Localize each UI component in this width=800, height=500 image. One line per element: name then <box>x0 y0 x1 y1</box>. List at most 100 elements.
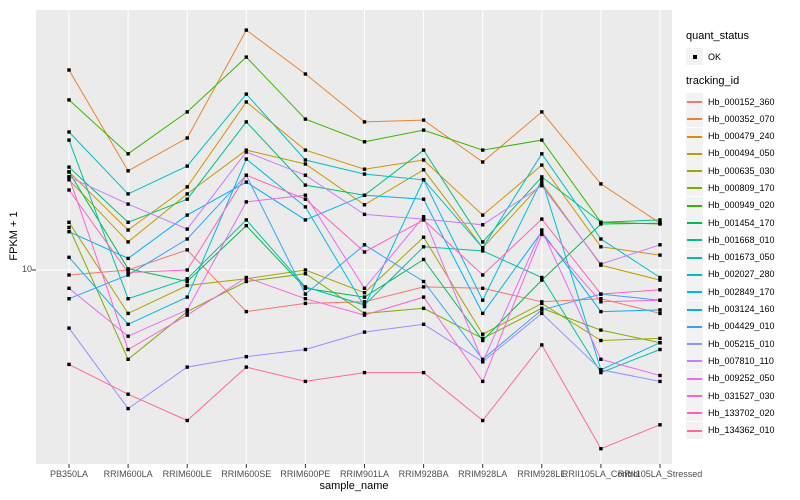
data-point <box>244 148 248 152</box>
data-point <box>244 157 248 161</box>
data-point <box>540 178 544 182</box>
data-point <box>540 152 544 156</box>
data-point <box>67 286 71 290</box>
data-point <box>67 255 71 259</box>
data-point <box>540 232 544 237</box>
legend-key-line-icon <box>686 335 703 353</box>
data-point <box>421 128 426 132</box>
data-point <box>67 230 71 234</box>
legend-item-label: Hb_031527_030 <box>708 390 775 401</box>
data-point <box>67 273 71 277</box>
data-point <box>244 309 248 314</box>
data-point <box>67 220 71 224</box>
data-point <box>481 240 485 244</box>
data-point <box>481 160 485 164</box>
data-point <box>303 347 308 352</box>
data-point <box>244 28 248 32</box>
legend-item-label: Hb_005215_010 <box>708 338 775 349</box>
data-point <box>67 98 71 102</box>
ok-point-key-icon <box>686 48 703 65</box>
data-point <box>658 253 662 257</box>
data-point <box>481 336 485 341</box>
legend-item-label: Hb_000635_030 <box>708 165 775 176</box>
data-point <box>67 225 71 230</box>
data-point <box>185 268 189 272</box>
legend-item-label: Hb_000494_050 <box>708 148 775 159</box>
legend-tracking-items: Hb_000152_360 Hb_000352_070 Hb_000479_240 H… <box>686 93 798 439</box>
legend-item-label: Hb_001454_170 <box>708 217 775 228</box>
data-point <box>540 184 544 188</box>
data-point <box>362 250 367 254</box>
x-tick-label-RRIM928LA: RRIM928LA <box>458 469 507 479</box>
data-point <box>303 197 308 201</box>
data-point <box>244 224 248 228</box>
data-point <box>67 188 71 192</box>
legend-item-label: Hb_002027_280 <box>708 269 775 280</box>
data-point <box>599 309 603 314</box>
data-point <box>421 218 426 222</box>
data-point <box>67 362 71 367</box>
data-point <box>362 120 367 124</box>
data-point <box>244 218 248 222</box>
data-point <box>303 117 308 121</box>
data-point <box>362 300 367 304</box>
legend-item-label: Hb_133702_020 <box>708 407 775 418</box>
data-point <box>126 240 130 244</box>
data-point <box>540 175 544 179</box>
x-tick-label-RRIM928BA: RRIM928BA <box>399 469 449 479</box>
legend-item-Hb_000352_070: Hb_000352_070 <box>686 110 798 128</box>
data-point <box>421 306 426 310</box>
data-point <box>481 298 485 302</box>
legend-item-Hb_004429_010: Hb_004429_010 <box>686 317 798 335</box>
data-point <box>185 277 189 281</box>
x-tick-label-RRIM600LE: RRIM600LE <box>163 469 212 479</box>
data-point <box>303 193 308 197</box>
data-point <box>126 270 130 275</box>
data-point <box>421 118 426 122</box>
legend-key-line-icon <box>686 352 703 370</box>
data-point <box>185 136 189 140</box>
legend-item-Hb_000949_020: Hb_000949_020 <box>686 196 798 214</box>
x-tick-label-PB350LA: PB350LA <box>50 469 88 479</box>
data-point <box>658 278 662 282</box>
legend-key-line-icon <box>686 265 703 283</box>
data-point <box>540 138 544 142</box>
legend-item-Hb_000152_360: Hb_000152_360 <box>686 93 798 110</box>
data-point <box>362 313 367 317</box>
data-point <box>421 168 426 172</box>
data-point <box>540 301 544 306</box>
legend-item-Hb_000809_170: Hb_000809_170 <box>686 179 798 197</box>
legend-item-label: Hb_004429_010 <box>708 321 775 332</box>
legend-key-line-icon <box>686 369 703 387</box>
legend-item-Hb_001668_010: Hb_001668_010 <box>686 231 798 249</box>
legend-tracking-title: tracking_id <box>686 75 740 87</box>
data-point <box>362 243 367 247</box>
data-point <box>303 148 308 152</box>
legend-item-label: Hb_003124_160 <box>708 304 775 315</box>
legend-item-Hb_000479_240: Hb_000479_240 <box>686 127 798 145</box>
data-point <box>658 423 662 427</box>
legend-key-line-icon <box>686 404 703 422</box>
legend-key-line-icon <box>686 93 703 110</box>
data-point <box>362 295 367 299</box>
x-tick-label-RRIM600PE: RRIM600PE <box>280 469 330 479</box>
legend-item-label: Hb_009252_050 <box>708 373 775 384</box>
data-point <box>244 173 248 177</box>
data-point <box>67 170 71 174</box>
data-point <box>599 297 603 301</box>
legend-item-Hb_133702_020: Hb_133702_020 <box>686 404 798 422</box>
data-point <box>481 148 485 152</box>
legend-key-line-icon <box>686 127 703 145</box>
data-point <box>244 150 248 154</box>
legend-item-Hb_000635_030: Hb_000635_030 <box>686 162 798 180</box>
data-point <box>244 355 248 359</box>
data-point <box>185 313 189 317</box>
data-point <box>303 301 308 306</box>
data-point <box>481 379 485 384</box>
legend-item-label: Hb_000479_240 <box>708 131 775 142</box>
legend-item-label: Hb_000809_170 <box>708 182 775 193</box>
data-point <box>303 297 308 301</box>
data-point <box>362 203 367 207</box>
data-point <box>481 311 485 316</box>
data-point <box>362 212 367 217</box>
